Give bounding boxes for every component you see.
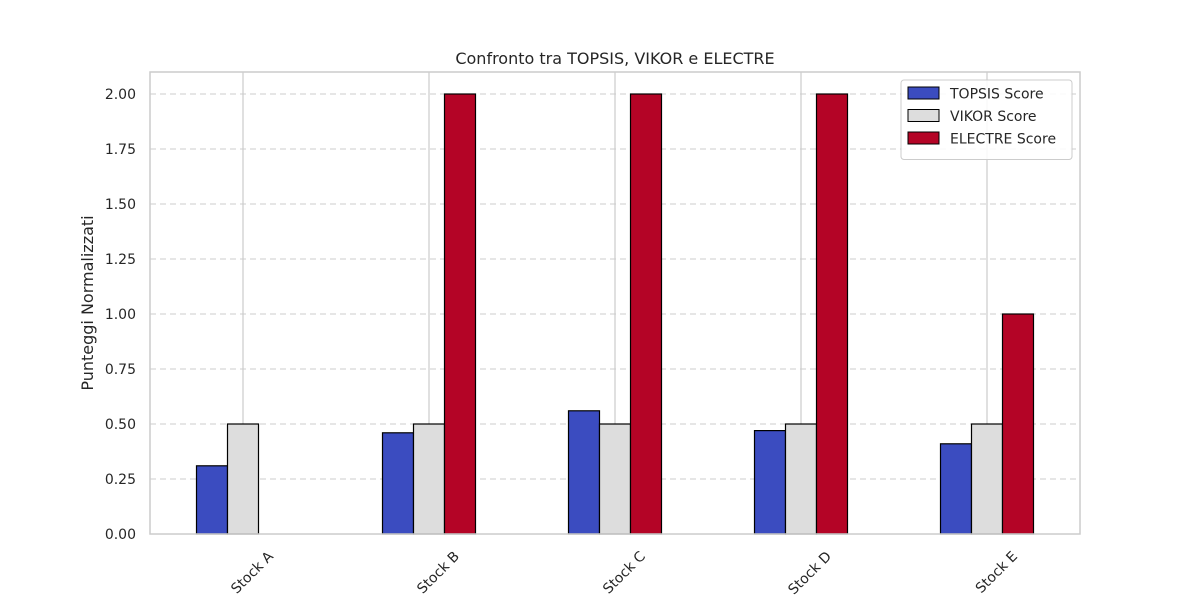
plot-frame — [149, 71, 1081, 535]
bar-electre-score-stock-c — [629, 93, 663, 535]
x-tick-label: Stock D — [785, 549, 834, 598]
legend-label: VIKOR Score — [950, 109, 1037, 125]
y-tick-label: 1.25 — [105, 252, 136, 268]
legend-swatch — [907, 109, 940, 122]
bar-vikor-score-stock-c — [598, 423, 632, 535]
bar-electre-score-stock-b — [443, 93, 477, 535]
chart-title: Confronto tra TOPSIS, VIKOR e ELECTRE — [455, 49, 774, 68]
bar-vikor-score-stock-a — [226, 423, 260, 535]
y-tick-label: 0.75 — [105, 362, 136, 378]
bar-topsis-score-stock-a — [195, 465, 229, 535]
y-tick-label: 0.00 — [105, 527, 136, 543]
bar-topsis-score-stock-d — [753, 430, 787, 535]
bar-topsis-score-stock-c — [567, 410, 601, 535]
y-tick-label: 0.50 — [105, 417, 136, 433]
legend-swatch — [907, 131, 940, 145]
bar-electre-score-stock-d — [815, 93, 849, 535]
bar-vikor-score-stock-e — [970, 423, 1004, 535]
y-tick-label: 1.50 — [105, 197, 136, 213]
y-tick-label: 1.00 — [105, 307, 136, 323]
y-tick-label: 0.25 — [105, 472, 136, 488]
legend-box — [900, 79, 1073, 160]
bar-vikor-score-stock-b — [412, 423, 446, 535]
legend-swatch — [907, 86, 940, 100]
x-tick-label: Stock A — [228, 548, 277, 597]
x-tick-label: Stock E — [973, 549, 1021, 597]
legend-label: ELECTRE Score — [950, 132, 1056, 148]
legend: TOPSIS Score VIKOR Score ELECTRE Score — [900, 79, 1073, 160]
y-axis-label: Punteggi Normalizzati — [78, 215, 97, 390]
legend-label: TOPSIS Score — [949, 87, 1044, 103]
y-tick-label: 2.00 — [105, 87, 136, 103]
axes-layer — [149, 71, 1081, 535]
bar-electre-score-stock-e — [1001, 313, 1035, 535]
bar-topsis-score-stock-b — [381, 432, 415, 535]
bar-topsis-score-stock-e — [939, 443, 973, 535]
x-tick-label: Stock B — [414, 549, 463, 598]
y-tick-label: 1.75 — [105, 142, 136, 158]
x-tick-label: Stock C — [600, 548, 649, 597]
bar-vikor-score-stock-d — [784, 423, 818, 535]
